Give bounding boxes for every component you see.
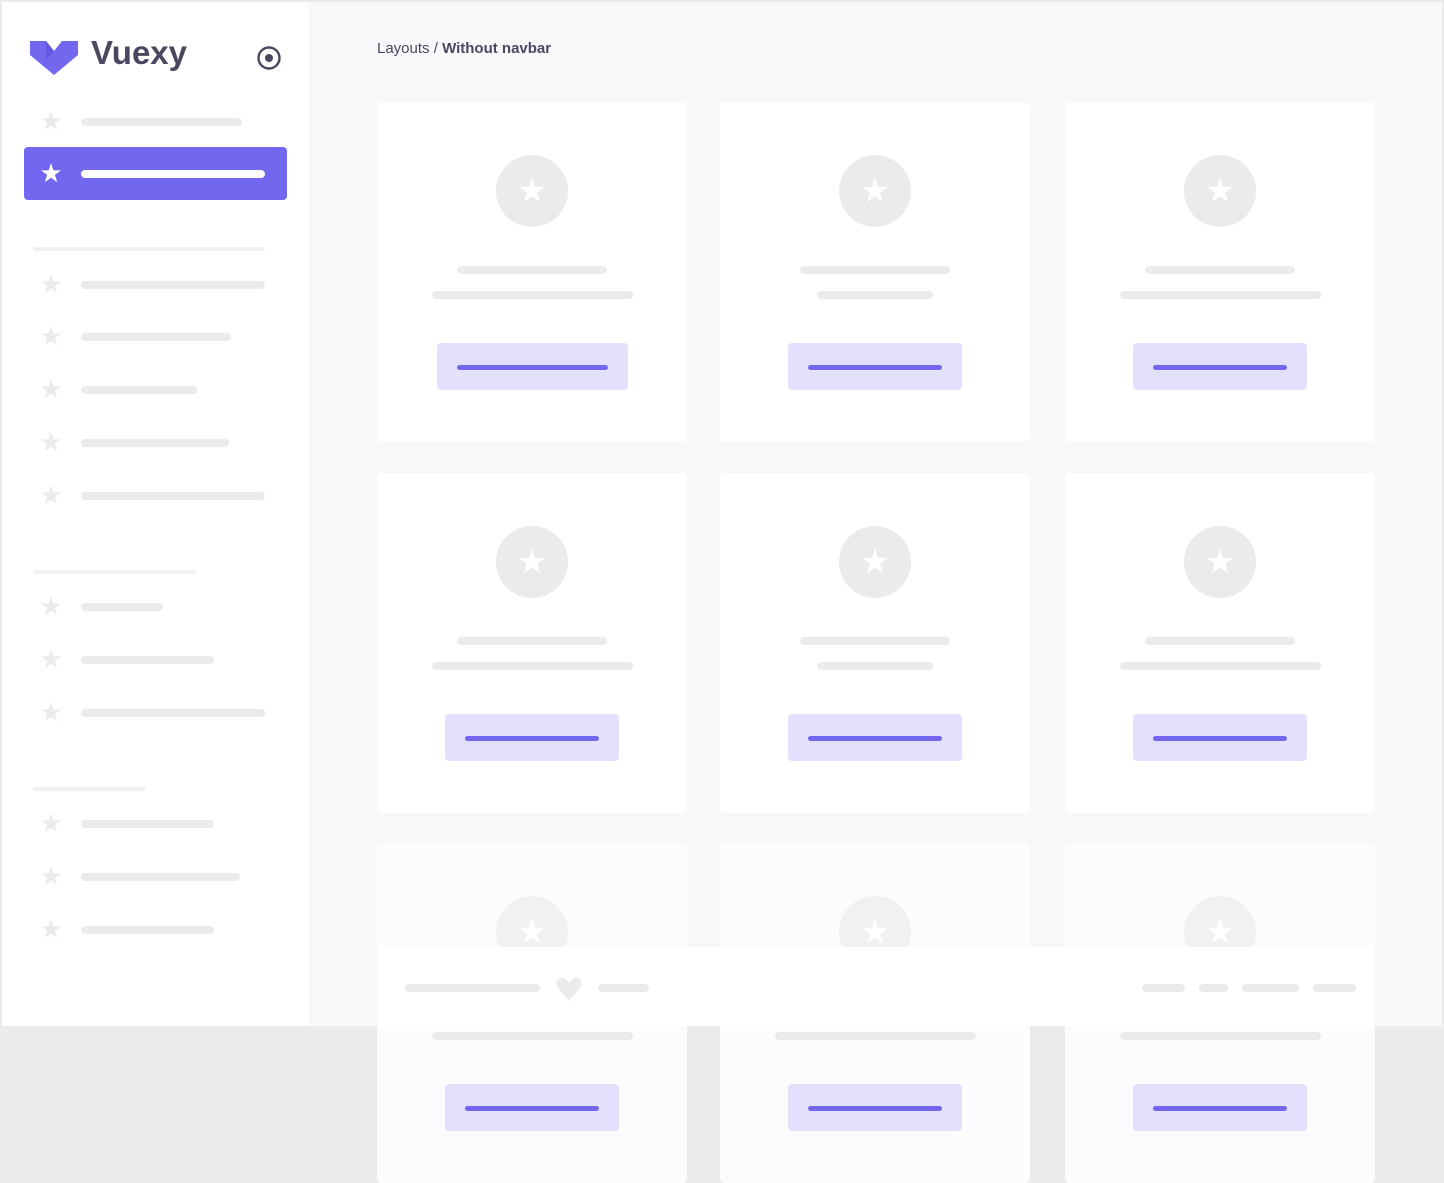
card-text-placeholder xyxy=(431,291,633,299)
sidebar-section-divider xyxy=(33,787,146,791)
card-button-label-placeholder xyxy=(465,736,599,741)
star-icon: ★ xyxy=(496,155,568,227)
card-title-placeholder xyxy=(457,637,607,645)
star-icon: ★ xyxy=(39,861,63,891)
sidebar-item[interactable] xyxy=(81,439,229,447)
footer-text-placeholder xyxy=(598,984,649,992)
star-icon: ★ xyxy=(839,155,911,227)
card-title-placeholder xyxy=(1145,637,1295,645)
card-button[interactable] xyxy=(788,343,962,390)
heart-icon xyxy=(556,977,582,1001)
sidebar-item[interactable] xyxy=(81,926,214,934)
card-text-placeholder xyxy=(431,662,633,670)
card: ★ xyxy=(377,102,687,442)
card: ★ xyxy=(720,473,1030,813)
card-button[interactable] xyxy=(1133,714,1307,761)
card-button-label-placeholder xyxy=(808,736,942,741)
breadcrumb-current: Without navbar xyxy=(442,40,552,57)
sidebar-item[interactable] xyxy=(81,709,265,717)
star-icon: ★ xyxy=(39,374,63,404)
card-text-placeholder xyxy=(817,291,933,299)
sidebar-item[interactable] xyxy=(81,820,214,828)
card-button-label-placeholder xyxy=(808,1106,942,1111)
sidebar-item[interactable] xyxy=(81,333,231,341)
card-title-placeholder xyxy=(1145,266,1295,274)
card-button[interactable] xyxy=(445,1084,619,1131)
radio-circle-icon[interactable] xyxy=(256,45,282,71)
breadcrumb-separator: / xyxy=(433,40,438,57)
card-button-label-placeholder xyxy=(1153,1106,1287,1111)
card: ★ xyxy=(377,473,687,813)
card-button[interactable] xyxy=(788,714,962,761)
star-icon: ★ xyxy=(496,526,568,598)
star-icon: ★ xyxy=(39,269,63,299)
star-icon: ★ xyxy=(1184,155,1256,227)
card-text-placeholder xyxy=(1119,291,1321,299)
card-title-placeholder xyxy=(800,266,950,274)
sidebar-item[interactable] xyxy=(81,603,163,611)
card-button-label-placeholder xyxy=(808,365,942,370)
star-icon: ★ xyxy=(39,158,63,188)
star-icon: ★ xyxy=(39,480,63,510)
star-icon: ★ xyxy=(39,591,63,621)
star-icon: ★ xyxy=(39,106,63,136)
card-button[interactable] xyxy=(1133,1084,1307,1131)
sidebar-section-divider xyxy=(33,570,196,574)
card-title-placeholder xyxy=(800,637,950,645)
sidebar-section-divider xyxy=(33,247,265,251)
sidebar-item[interactable] xyxy=(81,656,214,664)
sidebar-item[interactable] xyxy=(81,118,242,126)
footer xyxy=(377,947,1375,1026)
card-text-placeholder xyxy=(817,662,933,670)
card-button[interactable] xyxy=(436,343,628,390)
star-icon: ★ xyxy=(39,697,63,727)
star-icon: ★ xyxy=(39,644,63,674)
star-icon: ★ xyxy=(1184,526,1256,598)
card-button[interactable] xyxy=(445,714,619,761)
card-button[interactable] xyxy=(788,1084,962,1131)
sidebar-item[interactable] xyxy=(81,873,240,881)
breadcrumb: Layouts / Without navbar xyxy=(377,40,551,57)
footer-link[interactable] xyxy=(1199,984,1228,992)
card: ★ xyxy=(1065,102,1375,442)
card-button-label-placeholder xyxy=(465,1106,599,1111)
card-button-label-placeholder xyxy=(1153,736,1287,741)
footer-link[interactable] xyxy=(1242,984,1299,992)
card-text-placeholder xyxy=(1119,662,1321,670)
star-icon: ★ xyxy=(39,427,63,457)
card-button-label-placeholder xyxy=(456,365,608,370)
footer-link[interactable] xyxy=(1313,984,1356,992)
footer-link[interactable] xyxy=(1142,984,1185,992)
card: ★ xyxy=(720,102,1030,442)
card: ★ xyxy=(1065,473,1375,813)
card-button[interactable] xyxy=(1133,343,1307,390)
sidebar-item[interactable] xyxy=(81,170,265,178)
star-icon: ★ xyxy=(39,808,63,838)
card-text-placeholder xyxy=(774,1032,976,1040)
logo-icon xyxy=(30,41,78,75)
star-icon: ★ xyxy=(39,321,63,351)
footer-copyright-placeholder xyxy=(405,984,540,992)
card-text-placeholder xyxy=(1119,1032,1321,1040)
card-text-placeholder xyxy=(431,1032,633,1040)
star-icon: ★ xyxy=(839,526,911,598)
card-button-label-placeholder xyxy=(1153,365,1287,370)
sidebar-item[interactable] xyxy=(81,492,265,500)
breadcrumb-parent[interactable]: Layouts xyxy=(377,40,430,57)
star-icon: ★ xyxy=(39,914,63,944)
sidebar-item[interactable] xyxy=(81,386,197,394)
card-title-placeholder xyxy=(457,266,607,274)
brand-name: Vuexy xyxy=(91,34,188,71)
sidebar-item[interactable] xyxy=(81,281,265,289)
